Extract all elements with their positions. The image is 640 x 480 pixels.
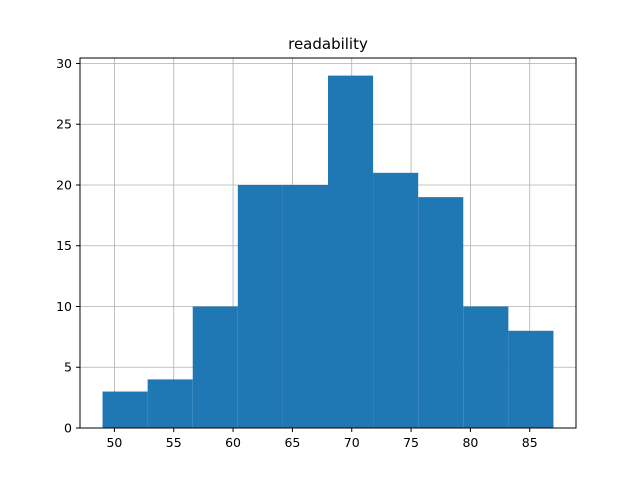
axes [79,57,577,429]
histogram-bar [508,330,554,428]
y-tick-label: 5 [64,360,72,375]
x-tick-label: 55 [166,435,182,450]
x-tick-label: 60 [225,435,241,450]
histogram-bar [463,306,509,428]
x-tick-label: 80 [462,435,478,450]
histogram-bar [282,184,328,428]
histogram-bar [102,391,148,428]
y-tick-label: 30 [56,56,72,71]
histogram-bar [418,197,464,428]
chart-title: readability [288,35,368,53]
x-tick-label: 85 [522,435,538,450]
y-tick-label: 10 [56,299,72,314]
bars [102,75,554,428]
x-tick-label: 50 [106,435,122,450]
histogram-bar [328,75,374,428]
y-tick-label: 15 [56,238,72,253]
plot-frame [79,57,577,429]
x-axis-ticks: 50 55 60 65 70 75 80 85 [106,428,538,450]
y-tick-label: 0 [64,421,72,436]
x-tick-label: 75 [403,435,419,450]
y-axis-ticks: 0 5 10 15 20 25 30 [56,56,80,436]
x-tick-label: 70 [344,435,360,450]
histogram-bar [192,306,238,428]
x-tick-label: 65 [284,435,300,450]
y-tick-label: 20 [56,177,72,192]
histogram-bar [373,172,419,428]
histogram-bar [147,379,193,428]
histogram-bar [237,184,283,428]
y-tick-label: 25 [56,117,72,132]
